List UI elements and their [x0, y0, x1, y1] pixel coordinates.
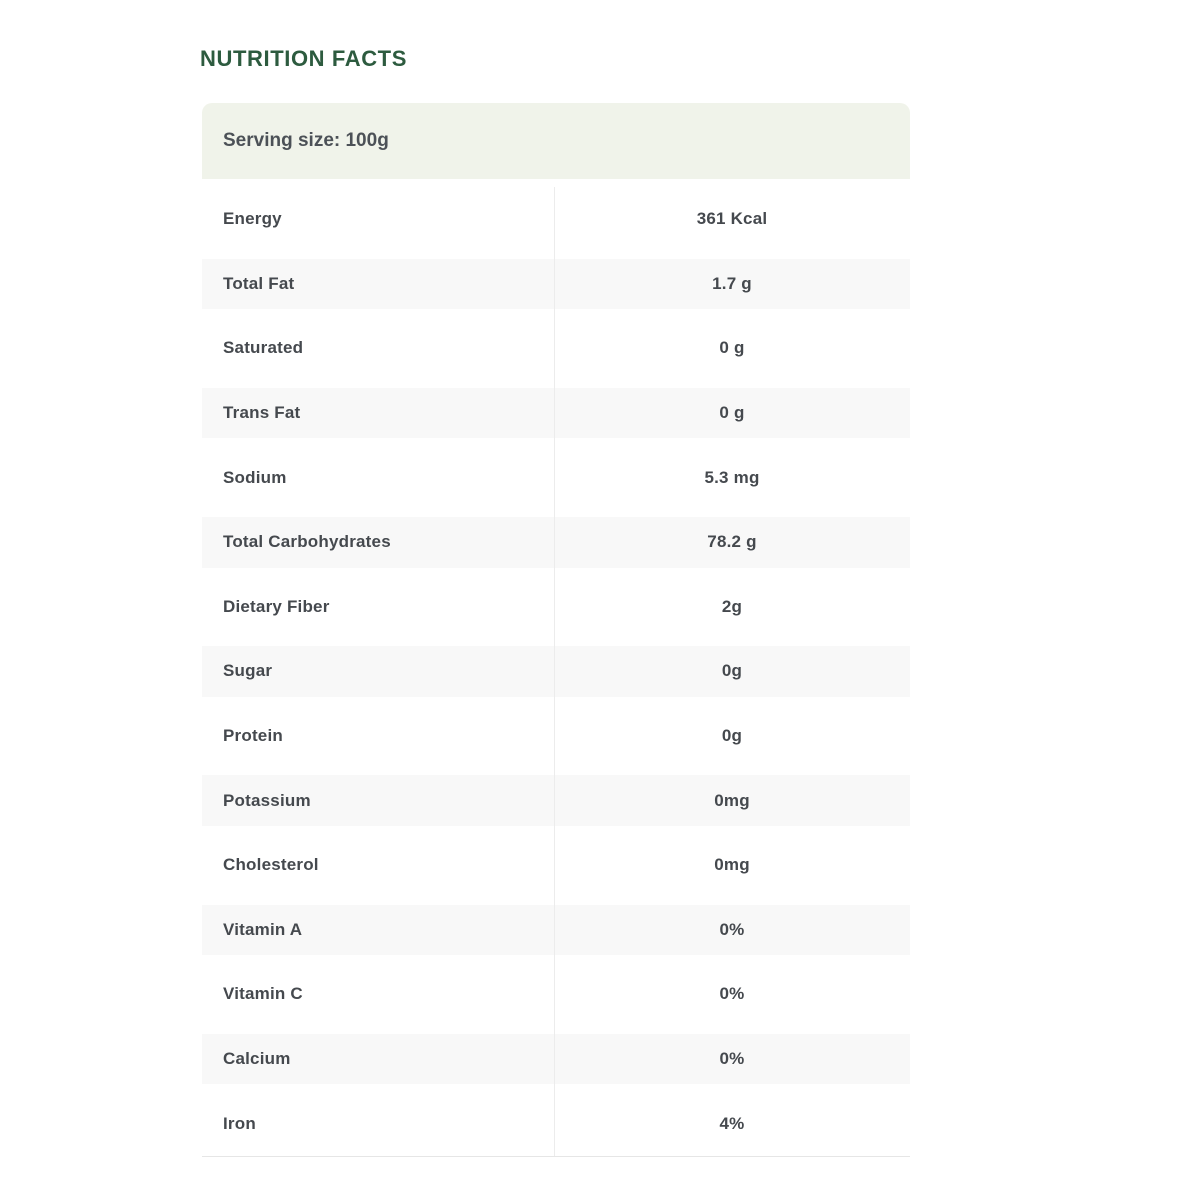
nutrient-value: 0%	[719, 919, 745, 939]
table-row: Cholesterol 0mg	[202, 833, 910, 898]
nutrient-name: Sodium	[223, 467, 287, 487]
nutrient-name: Sugar	[223, 661, 273, 681]
table-row: Vitamin C 0%	[202, 962, 910, 1027]
nutrient-name: Energy	[223, 209, 282, 229]
nutrient-name: Cholesterol	[223, 855, 319, 875]
nutrient-value: 0mg	[714, 790, 750, 810]
nutrient-name: Protein	[223, 726, 283, 746]
nutrient-value: 0%	[719, 984, 745, 1004]
nutrient-value: 0 g	[719, 338, 745, 358]
nutrition-facts-card: Serving size: 100g Energy 361 Kcal Total…	[202, 103, 910, 1157]
table-row: Energy 361 Kcal	[202, 187, 910, 252]
nutrient-value: 4%	[719, 1113, 745, 1133]
table-row: Sodium 5.3 mg	[202, 445, 910, 510]
table-row: Sugar 0g	[202, 639, 910, 704]
nutrient-name: Vitamin C	[223, 984, 303, 1004]
nutrient-value: 361 Kcal	[696, 209, 768, 229]
nutrient-value: 78.2 g	[707, 532, 757, 552]
nutrient-value: 0%	[719, 1049, 745, 1069]
nutrient-name: Total Fat	[223, 273, 295, 293]
table-row: Calcium 0%	[202, 1026, 910, 1092]
table-row: Iron 4%	[202, 1091, 910, 1156]
nutrient-name: Trans Fat	[223, 403, 301, 423]
table-row: Total Fat 1.7 g	[202, 251, 910, 317]
table-row: Potassium 0mg	[202, 768, 910, 833]
table-row: Saturated 0 g	[202, 316, 910, 381]
serving-size-header: Serving size: 100g	[202, 103, 910, 179]
nutrient-name: Saturated	[223, 338, 304, 358]
nutrient-value: 2g	[721, 596, 743, 616]
table-row: Trans Fat 0 g	[202, 380, 910, 446]
table-row: Protein 0g	[202, 704, 910, 769]
nutrient-name: Potassium	[223, 790, 311, 810]
serving-size-label: Serving size: 100g	[223, 130, 389, 151]
table-row: Dietary Fiber 2g	[202, 575, 910, 640]
nutrient-value: 0g	[721, 661, 743, 681]
nutrient-name: Dietary Fiber	[223, 596, 330, 616]
nutrient-value: 0 g	[719, 403, 745, 423]
nutrient-value: 1.7 g	[712, 273, 752, 293]
table-row: Vitamin A 0%	[202, 897, 910, 963]
nutrient-name: Calcium	[223, 1049, 291, 1069]
nutrition-table-body: Energy 361 Kcal Total Fat 1.7 g Saturate…	[202, 187, 910, 1157]
nutrient-value: 0g	[721, 726, 743, 746]
nutrient-value: 0mg	[714, 855, 750, 875]
table-row: Total Carbohydrates 78.2 g	[202, 509, 910, 575]
nutrient-name: Iron	[223, 1113, 256, 1133]
nutrient-value: 5.3 mg	[704, 467, 760, 487]
page-title: NUTRITION FACTS	[200, 46, 407, 71]
nutrient-name: Total Carbohydrates	[223, 532, 391, 552]
nutrient-name: Vitamin A	[223, 919, 303, 939]
